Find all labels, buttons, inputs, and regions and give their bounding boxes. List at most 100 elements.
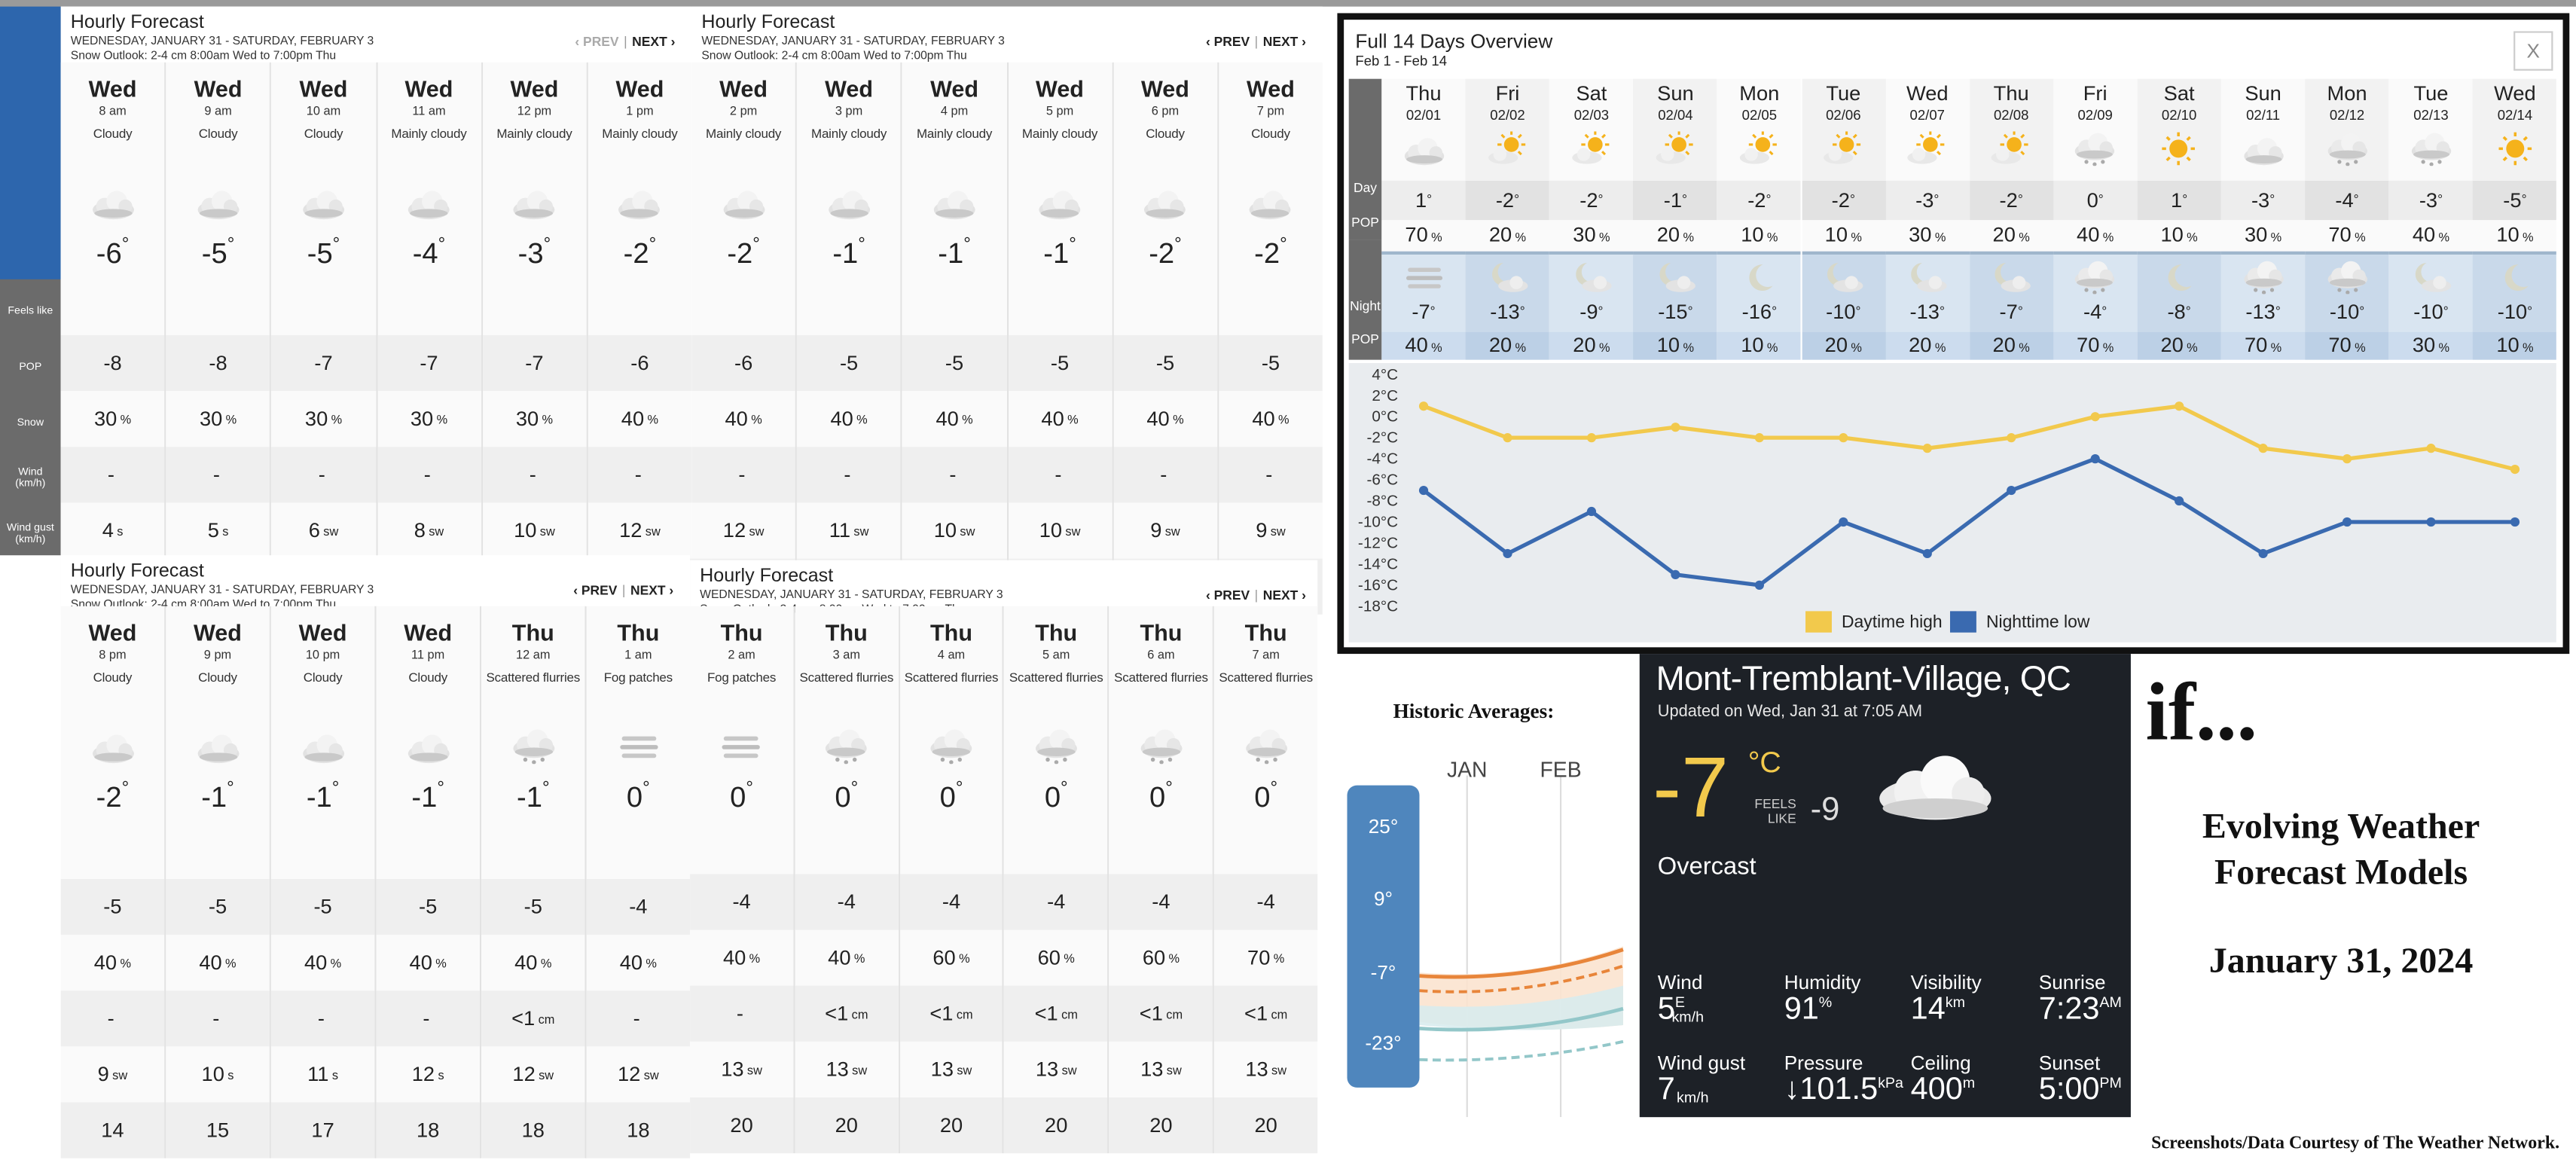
wind-gust-value: 18 bbox=[481, 1102, 585, 1158]
sun-icon bbox=[2154, 131, 2203, 174]
prev-button[interactable]: ‹ PREV bbox=[573, 583, 618, 598]
hour-day: Wed bbox=[510, 75, 559, 102]
hour-time: 12 am bbox=[516, 647, 551, 662]
night-bg bbox=[1549, 255, 1634, 332]
night-bg bbox=[2388, 255, 2474, 332]
night-divider bbox=[2305, 251, 2389, 255]
daytime-high-point bbox=[1839, 433, 1848, 443]
feels-like-value: -4 bbox=[795, 874, 899, 930]
wind-value: 13 sw bbox=[690, 1041, 794, 1097]
overview-weekday: Thu bbox=[1406, 82, 1442, 105]
flurries-icon bbox=[1030, 728, 1082, 772]
snow-value: - bbox=[586, 990, 691, 1047]
hour-temperature: -1° bbox=[938, 234, 971, 270]
wind-value: 10 sw bbox=[902, 502, 1006, 559]
day-pop: 10% bbox=[2137, 220, 2221, 252]
close-button[interactable]: X bbox=[2513, 31, 2553, 71]
flurries-icon bbox=[507, 728, 560, 772]
flurries-icon bbox=[925, 728, 978, 772]
night-divider bbox=[1465, 251, 1550, 255]
hour-day: Wed bbox=[1246, 75, 1295, 102]
historic-scale-25: 25° bbox=[1368, 814, 1399, 838]
next-button[interactable]: NEXT › bbox=[1262, 588, 1306, 603]
nighttime-low-point bbox=[1922, 548, 1932, 559]
hour-condition: Cloudy bbox=[408, 670, 447, 685]
cloudy-icon bbox=[403, 184, 456, 228]
moon-cloud-icon bbox=[2407, 260, 2455, 303]
historic-averages-graphic bbox=[1347, 775, 1624, 1118]
hourly-forecast-panel-3: Hourly Forecast WEDNESDAY, JANUARY 31 - S… bbox=[60, 555, 691, 1158]
overview-day-column: Thu 02/01 1° 70% -7° 40% bbox=[1381, 78, 1466, 360]
nighttime-low-point bbox=[1754, 580, 1764, 590]
snow-value: - bbox=[902, 447, 1006, 503]
day-pop: 20% bbox=[1969, 220, 2053, 252]
hour-time: 7 am bbox=[1252, 647, 1280, 662]
prev-button[interactable]: ‹ PREV bbox=[575, 34, 619, 50]
hour-condition: Mainly cloudy bbox=[391, 126, 467, 142]
wind-gust-value: 20 bbox=[1004, 1097, 1108, 1154]
y-tick-label: -14°C bbox=[1358, 555, 1398, 572]
hourly-forecast-panel-1: Hourly Forecast WEDNESDAY, JANUARY 31 - S… bbox=[60, 6, 692, 615]
night-label-sidebar bbox=[1348, 240, 1382, 360]
night-bg bbox=[1885, 255, 1970, 332]
night-low: -8° bbox=[2167, 301, 2191, 324]
hour-condition: Fog patches bbox=[707, 670, 777, 685]
hour-header: Wed 1 pm Mainly cloudy -2° bbox=[588, 62, 692, 335]
row-label-feels-like: Feels like bbox=[8, 305, 53, 317]
overview-date: 02/08 bbox=[1993, 106, 2029, 124]
prev-button[interactable]: ‹ PREV bbox=[1205, 34, 1250, 50]
overview-day-column: Tue 02/13 -3° 40% -10° 30% bbox=[2388, 78, 2474, 360]
feels-like-label-1: FEELS bbox=[1754, 796, 1796, 812]
hour-day: Thu bbox=[1140, 619, 1183, 646]
hour-condition: Cloudy bbox=[93, 126, 133, 142]
hour-time: 6 am bbox=[1147, 647, 1175, 662]
feels-like-value: -5 bbox=[797, 334, 902, 392]
cloudy-icon bbox=[191, 728, 244, 772]
y-tick-label: -10°C bbox=[1358, 514, 1398, 531]
flurries-icon bbox=[820, 728, 873, 772]
wind-value: 12 sw bbox=[588, 502, 692, 559]
daytime-high-point bbox=[2175, 401, 2184, 411]
hour-temperature: -2° bbox=[623, 234, 657, 270]
day-pop: 70% bbox=[2305, 220, 2389, 252]
overview-date: 02/04 bbox=[1658, 106, 1693, 124]
stat-value: 7 km/h bbox=[1657, 1073, 1709, 1108]
hour-condition: Cloudy bbox=[303, 670, 343, 685]
night-low: -10° bbox=[2413, 301, 2449, 324]
next-button[interactable]: NEXT › bbox=[632, 34, 676, 50]
wind-value: 9 sw bbox=[60, 1046, 165, 1103]
fog-icon bbox=[612, 728, 664, 772]
hour-day: Wed bbox=[194, 619, 242, 646]
pagination-separator: | bbox=[1254, 34, 1259, 50]
next-button[interactable]: NEXT › bbox=[1262, 34, 1306, 50]
feels-like-value: -4 bbox=[1004, 874, 1108, 930]
wind-gust-value: 20 bbox=[795, 1097, 899, 1154]
next-button[interactable]: NEXT › bbox=[630, 583, 674, 598]
prev-button[interactable]: ‹ PREV bbox=[1205, 588, 1250, 603]
hour-day: Thu bbox=[511, 619, 554, 646]
overview-date: 02/06 bbox=[1826, 106, 1861, 124]
y-tick-label: -18°C bbox=[1358, 597, 1398, 615]
daytime-high-point bbox=[2342, 454, 2352, 464]
cloudy-icon bbox=[401, 728, 454, 772]
hour-column: Thu 3 am Scattered flurries 0° -4 40% <1 cm 13 sw… bbox=[795, 606, 900, 1154]
hour-temperature: -4° bbox=[412, 234, 446, 270]
hourly-title: Hourly Forecast bbox=[70, 561, 204, 582]
feels-like-value: -4 bbox=[1214, 874, 1318, 930]
night-pop: 40% bbox=[1381, 331, 1466, 360]
night-pop: 30% bbox=[2388, 331, 2474, 360]
hour-day: Wed bbox=[298, 619, 347, 646]
overview-weekday: Fri bbox=[1495, 82, 1520, 105]
daytime-high-point bbox=[1503, 433, 1512, 443]
feels-like-value: -5 bbox=[270, 878, 375, 936]
hour-temperature: -2° bbox=[1149, 234, 1182, 270]
hour-header: Wed 10 pm Cloudy -1° bbox=[270, 606, 375, 879]
pagination-separator: | bbox=[621, 583, 626, 598]
feels-like-value: -5 bbox=[481, 878, 585, 936]
night-low: -16° bbox=[1741, 301, 1778, 324]
hour-condition: Scattered flurries bbox=[486, 670, 581, 685]
overview-weekday: Sat bbox=[2163, 82, 2195, 105]
